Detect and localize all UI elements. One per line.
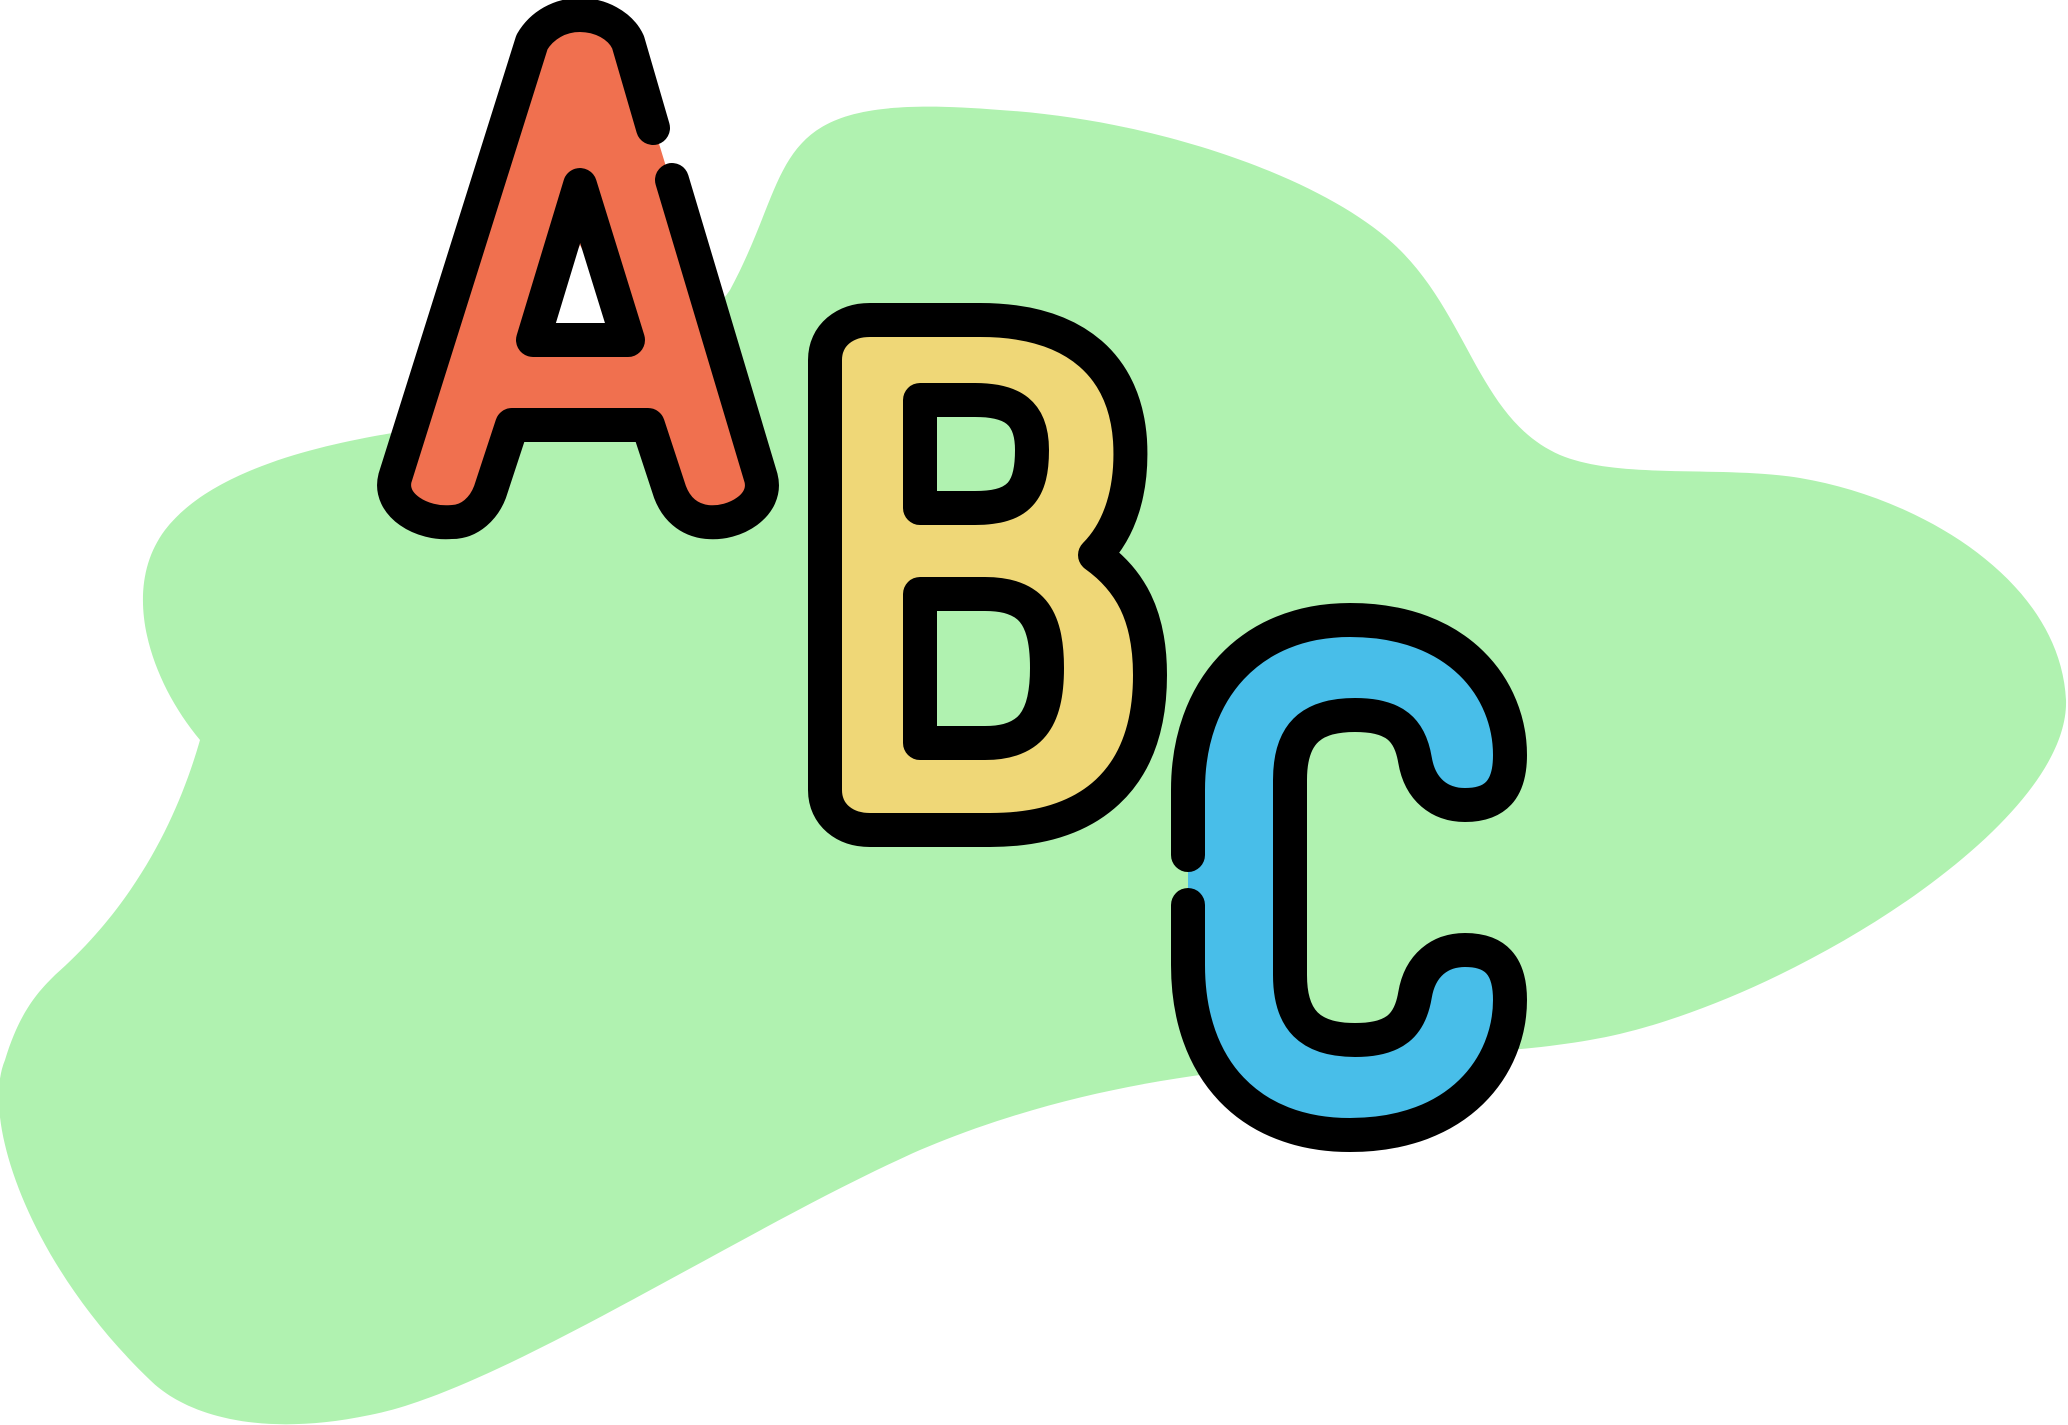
letter-b-lower-counter [903,577,1064,760]
letter-a-icon [377,0,779,540]
letter-c-icon [1171,603,1527,1152]
letter-c-outline [1171,603,1527,1152]
letter-a-fill [394,15,762,523]
letter-b-icon [808,303,1167,847]
letter-a-outline [377,0,779,540]
letter-b-outline [808,303,1167,847]
letter-a-counter [516,168,645,357]
letter-b-upper-counter [903,383,1049,525]
